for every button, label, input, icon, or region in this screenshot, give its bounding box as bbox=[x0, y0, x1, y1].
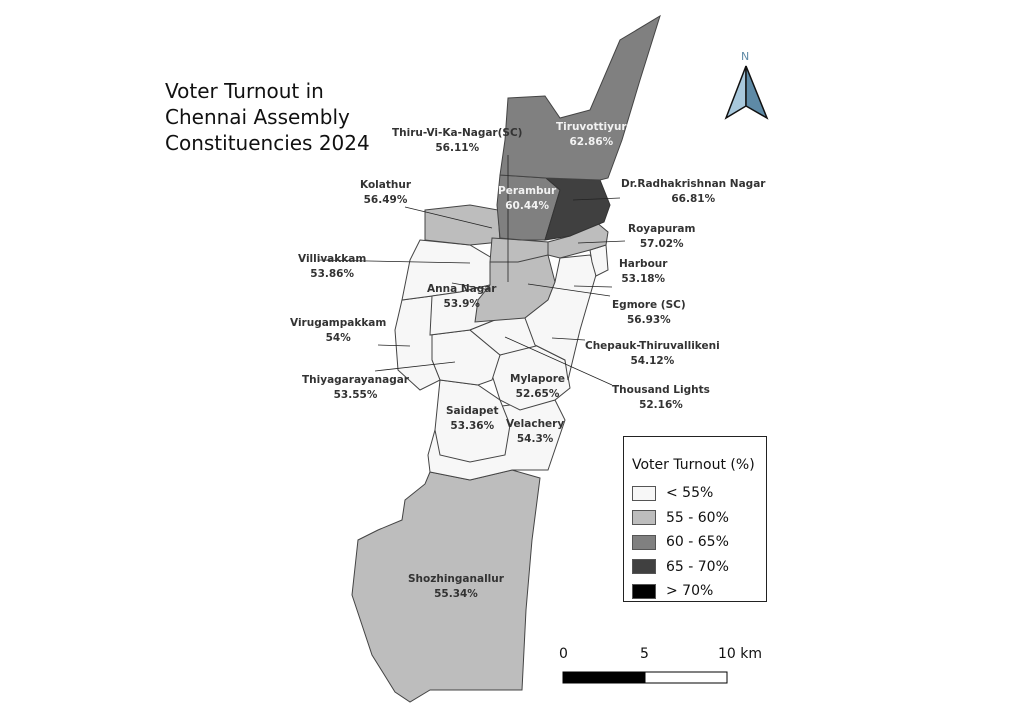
label-egmore: Egmore (SC) 56.93% bbox=[612, 299, 686, 326]
legend-swatch bbox=[632, 534, 656, 550]
scale-label-0: 0 bbox=[559, 646, 568, 662]
legend-item: 55 - 60% bbox=[632, 506, 766, 531]
label-villivakkam: Villivakkam 53.86% bbox=[298, 253, 367, 280]
label-anna-nagar: Anna Nagar 53.9% bbox=[427, 283, 497, 310]
region-shozhinganallur[interactable] bbox=[351, 469, 541, 703]
legend-item: 60 - 65% bbox=[632, 530, 766, 555]
legend-title: Voter Turnout (%) bbox=[632, 457, 755, 473]
label-virugampakkam: Virugampakkam 54% bbox=[290, 317, 387, 344]
label-mylapore: Mylapore 52.65% bbox=[510, 373, 566, 400]
label-shozhinganallur: Shozhinganallur 55.34% bbox=[408, 573, 504, 600]
label-velachery: Velachery 54.3% bbox=[506, 418, 565, 445]
map-title: Voter Turnout in Chennai Assembly Consti… bbox=[165, 79, 370, 155]
region-saidapet[interactable] bbox=[434, 379, 511, 463]
north-arrow-label: N bbox=[741, 50, 750, 63]
leader-lines bbox=[317, 155, 626, 386]
legend-item: > 70% bbox=[632, 579, 766, 604]
scale-label-5: 5 bbox=[640, 646, 649, 662]
scale-bar bbox=[562, 671, 728, 684]
label-thousand-lights: Thousand Lights 52.16% bbox=[612, 384, 710, 411]
label-thiru-vi-ka-nagar: Thiru-Vi-Ka-Nagar(SC) 56.11% bbox=[392, 127, 523, 154]
legend-swatch bbox=[632, 559, 656, 575]
legend-label: 55 - 60% bbox=[666, 509, 729, 526]
label-kolathur: Kolathur 56.49% bbox=[360, 179, 411, 206]
legend: Voter Turnout (%) < 55% 55 - 60% 60 - 65… bbox=[623, 436, 767, 602]
legend-swatch bbox=[632, 510, 656, 526]
label-dr-radhakrishnan-nagar: Dr.Radhakrishnan Nagar 66.81% bbox=[621, 178, 766, 205]
region-kolathur[interactable] bbox=[424, 204, 501, 246]
north-arrow-icon bbox=[724, 65, 769, 120]
region-dr-radhakrishnan-nagar[interactable] bbox=[544, 177, 611, 241]
label-perambur: Perambur 60.44% bbox=[498, 185, 557, 212]
legend-swatch bbox=[632, 583, 656, 599]
legend-label: 60 - 65% bbox=[666, 534, 729, 551]
legend-label: 65 - 70% bbox=[666, 558, 729, 575]
label-thiyagarayanagar: Thiyagarayanagar 53.55% bbox=[302, 374, 409, 401]
legend-item: 65 - 70% bbox=[632, 555, 766, 580]
region-tiruvottiyur[interactable] bbox=[499, 14, 661, 181]
label-tiruvottiyur: Tiruvottiyur 62.86% bbox=[556, 121, 627, 148]
label-chepauk-thiruvallikeni: Chepauk-Thiruvallikeni 54.12% bbox=[585, 340, 720, 367]
legend-label: < 55% bbox=[666, 485, 714, 502]
legend-label: > 70% bbox=[666, 583, 714, 600]
legend-swatch bbox=[632, 485, 656, 501]
label-royapuram: Royapuram 57.02% bbox=[628, 223, 696, 250]
label-saidapet: Saidapet 53.36% bbox=[446, 405, 499, 432]
label-harbour: Harbour 53.18% bbox=[619, 258, 668, 285]
legend-item: < 55% bbox=[632, 481, 766, 506]
scale-label-10: 10 km bbox=[718, 646, 763, 662]
